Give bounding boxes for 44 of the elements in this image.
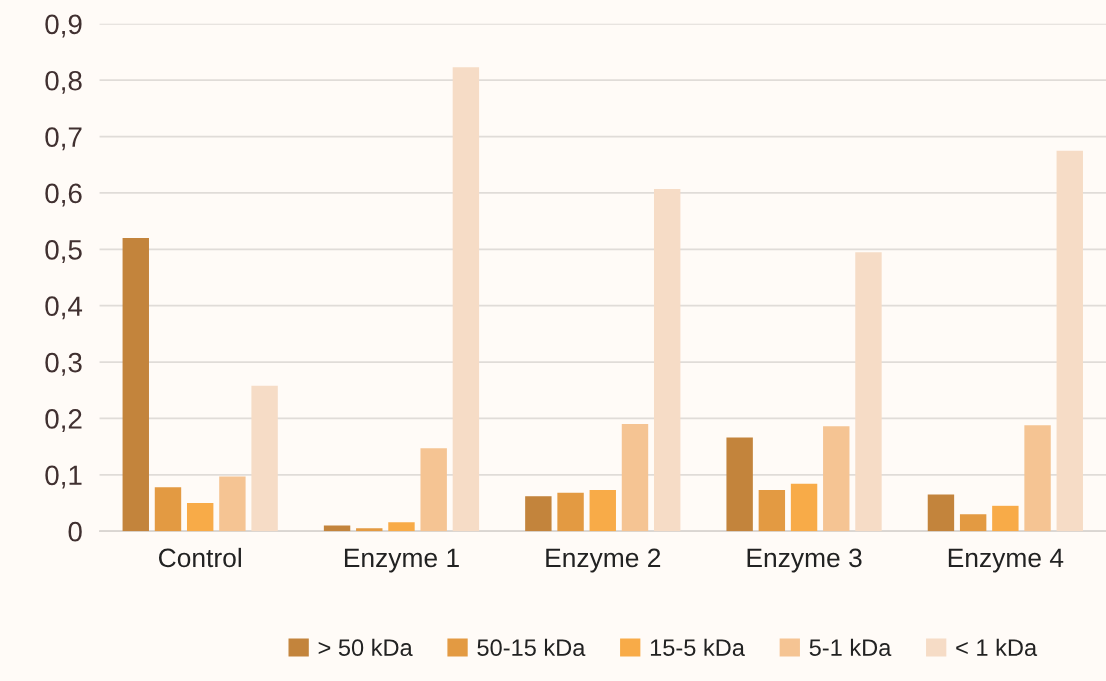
bar bbox=[154, 487, 182, 532]
y-tick-label: 0,3 bbox=[45, 352, 82, 376]
bar bbox=[1024, 425, 1051, 532]
bar bbox=[758, 490, 786, 532]
bar bbox=[1056, 150, 1083, 532]
bar bbox=[790, 483, 818, 532]
bar bbox=[992, 505, 1019, 532]
legend-label: < 1 kDa bbox=[956, 638, 1038, 657]
bar bbox=[219, 476, 246, 532]
bar bbox=[122, 238, 149, 532]
bar bbox=[420, 448, 447, 532]
y-tick-label: 0 bbox=[68, 521, 82, 542]
x-tick-label: Enzyme 4 bbox=[948, 548, 1064, 573]
bar bbox=[525, 496, 552, 532]
legend-label: 15-5 kDa bbox=[650, 638, 745, 657]
bar bbox=[927, 494, 955, 532]
y-tick-label: 0,4 bbox=[45, 296, 83, 320]
legend-label: > 50 kDa bbox=[318, 638, 413, 657]
x-tick-label: Enzyme 2 bbox=[546, 548, 661, 573]
y-tick-label: 0,5 bbox=[45, 239, 82, 263]
y-tick-label: 0,2 bbox=[45, 409, 82, 433]
bar bbox=[653, 189, 681, 532]
bar bbox=[726, 437, 753, 532]
bar bbox=[959, 514, 987, 532]
bar bbox=[823, 426, 850, 532]
bar bbox=[356, 528, 383, 532]
bar bbox=[589, 490, 616, 532]
x-tick-label: Enzyme 3 bbox=[747, 548, 862, 573]
bar bbox=[855, 252, 882, 532]
x-tick-label: Enzyme 1 bbox=[344, 548, 459, 573]
bar bbox=[186, 502, 214, 532]
bar bbox=[621, 424, 649, 532]
bar bbox=[251, 385, 278, 532]
y-tick-label: 0,9 bbox=[45, 14, 82, 38]
y-tick-label: 0,1 bbox=[45, 465, 82, 489]
y-tick-label: 0,7 bbox=[45, 127, 82, 151]
y-tick-label: 0,8 bbox=[45, 70, 82, 94]
legend-label: 50-15 kDa bbox=[477, 638, 586, 657]
legend-label: 5-1 kDa bbox=[809, 638, 892, 657]
bar bbox=[388, 522, 415, 532]
bar bbox=[452, 67, 480, 532]
x-tick-label: Control bbox=[158, 547, 241, 568]
y-tick-label: 0,6 bbox=[45, 183, 82, 207]
bar bbox=[557, 492, 584, 532]
